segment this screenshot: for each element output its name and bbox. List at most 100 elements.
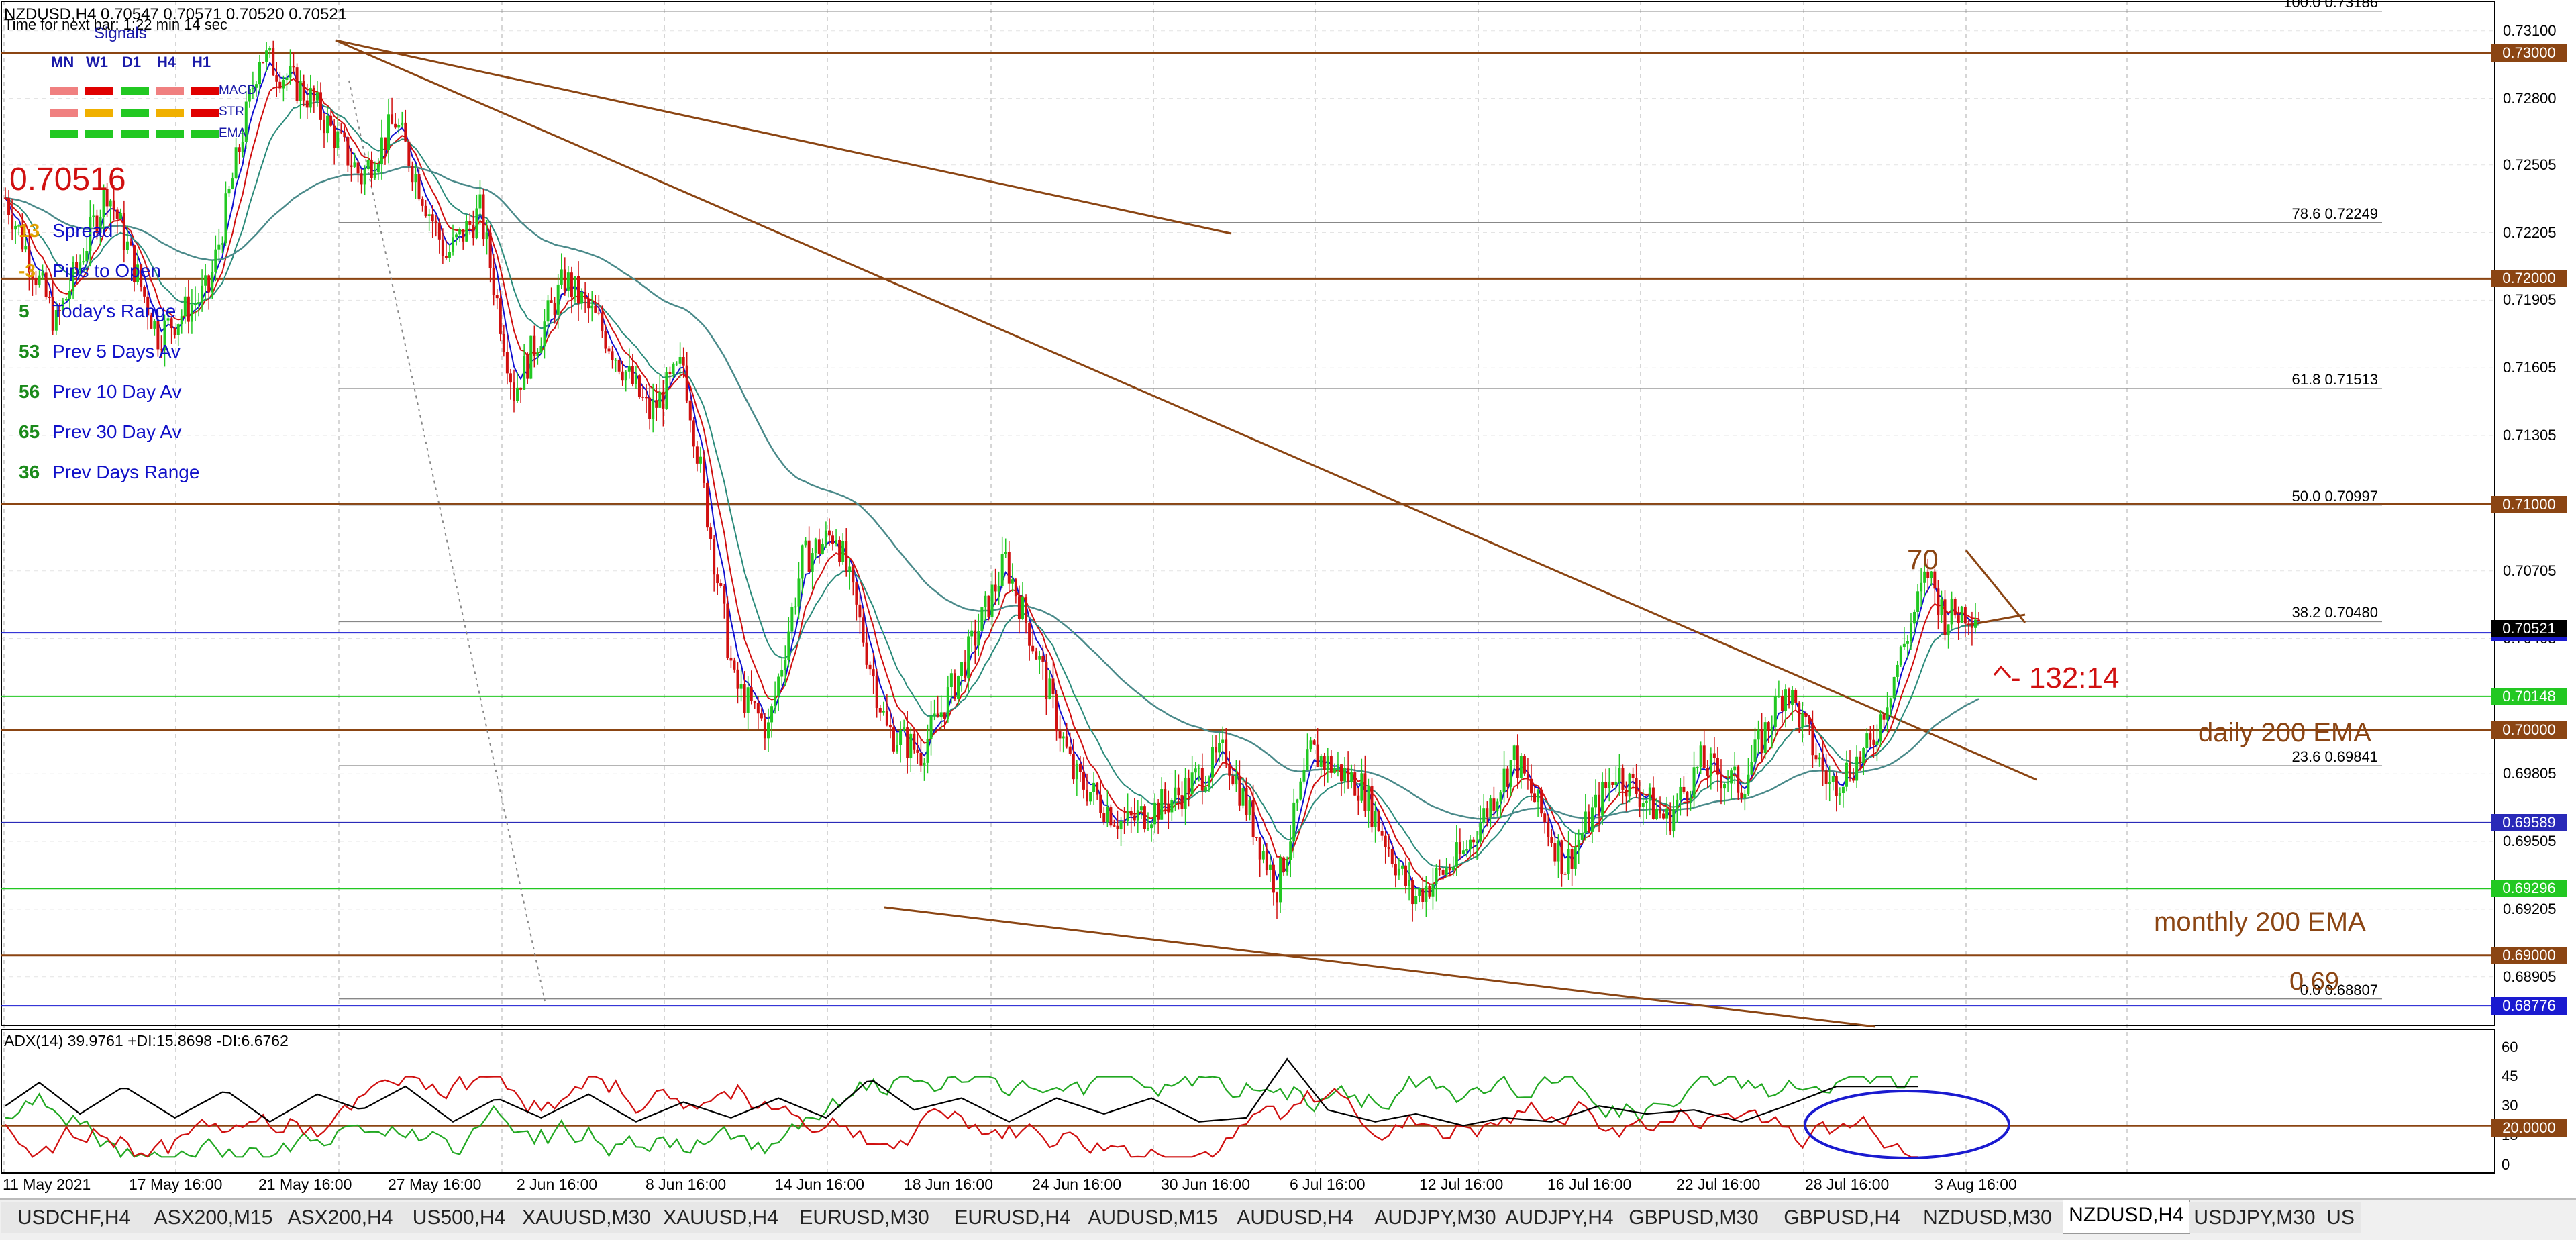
- candle-body: [1215, 747, 1218, 753]
- candle-body: [1051, 678, 1055, 694]
- candle-body: [794, 606, 797, 608]
- candle-body: [414, 174, 417, 183]
- tab-audjpy-h4[interactable]: AUDJPY,H4: [1503, 1202, 1616, 1233]
- candle-body: [353, 162, 356, 167]
- tab-us[interactable]: US: [2320, 1202, 2361, 1233]
- tab-usdjpy-m30[interactable]: USDJPY,M30: [2189, 1202, 2321, 1233]
- candle-body: [1377, 811, 1380, 831]
- candle-body: [994, 584, 997, 592]
- tab-audjpy-m30[interactable]: AUDJPY,M30: [1368, 1202, 1504, 1233]
- candle-body: [417, 174, 421, 199]
- tab-asx200-h4[interactable]: ASX200,H4: [280, 1202, 401, 1233]
- candle-body: [797, 578, 801, 607]
- price-tick: 0.73100: [2503, 21, 2557, 39]
- tab-usdchf-h4[interactable]: USDCHF,H4: [1, 1202, 147, 1233]
- tab-eurusd-h4[interactable]: EURUSD,H4: [942, 1202, 1084, 1233]
- candle-body: [309, 87, 312, 108]
- candle-body: [462, 229, 465, 242]
- candle-body: [1699, 745, 1702, 767]
- candle-body: [577, 276, 580, 304]
- candle-body: [713, 539, 716, 575]
- candle-body: [563, 269, 566, 291]
- candle-body: [458, 229, 462, 235]
- candle-body: [373, 172, 376, 178]
- candle-body: [1336, 764, 1339, 769]
- candle-body: [238, 147, 241, 152]
- candle-body: [1852, 777, 1855, 781]
- candle-body: [211, 272, 214, 293]
- candle-body: [746, 687, 750, 713]
- candle-body: [974, 630, 977, 646]
- candle-body: [1360, 773, 1363, 801]
- candle-body: [1957, 615, 1960, 623]
- candle-body: [407, 141, 411, 166]
- tab-nzdusd-h4[interactable]: NZDUSD,H4: [2063, 1200, 2190, 1234]
- candle-body: [560, 269, 563, 285]
- candle-body: [1319, 756, 1323, 767]
- candle-body: [231, 178, 234, 189]
- candle-body: [1113, 825, 1116, 827]
- signal-cell: [85, 87, 113, 95]
- candle-body: [909, 733, 913, 758]
- candle-body: [519, 387, 523, 390]
- candle-body: [265, 50, 268, 62]
- fib-label: 23.6 0.69841: [2291, 748, 2378, 766]
- candle-body: [923, 762, 926, 766]
- candle-body: [224, 193, 227, 244]
- candle-body: [1859, 756, 1862, 763]
- tab-gbpusd-h4[interactable]: GBPUSD,H4: [1771, 1202, 1913, 1233]
- candle-body: [1387, 847, 1390, 849]
- candle-body: [726, 603, 729, 658]
- candle-body: [163, 320, 166, 350]
- candle-body: [133, 245, 136, 282]
- candle-body: [383, 137, 387, 150]
- tab-us500-h4[interactable]: US500,H4: [400, 1202, 519, 1233]
- candle-body: [397, 125, 401, 128]
- candle-body: [1347, 768, 1350, 782]
- candle-body: [1550, 837, 1553, 843]
- candle-body: [706, 482, 709, 528]
- candle-body: [943, 712, 946, 719]
- candle-body: [1268, 864, 1272, 870]
- candle-body: [1438, 868, 1441, 870]
- candle-body: [1231, 775, 1235, 785]
- candle-body: [1831, 776, 1835, 782]
- candle-body: [156, 321, 160, 350]
- candle-body: [546, 300, 550, 322]
- candle-body: [899, 730, 903, 745]
- tab-eurusd-m30[interactable]: EURUSD,M30: [786, 1202, 943, 1233]
- time-label: 22 Jul 16:00: [1676, 1176, 1761, 1193]
- tab-nzdusd-m30[interactable]: NZDUSD,M30: [1912, 1202, 2063, 1233]
- trend-line-0: [335, 39, 1232, 235]
- candle-body: [34, 278, 38, 285]
- candle-body: [1753, 739, 1757, 762]
- level-box: 0.69000: [2491, 946, 2567, 964]
- candle-body: [984, 595, 987, 608]
- candle-body: [892, 727, 895, 752]
- candle-body: [1855, 756, 1859, 781]
- candle-body: [709, 527, 713, 539]
- tab-gbpusd-m30[interactable]: GBPUSD,M30: [1616, 1202, 1772, 1233]
- time-label: 16 Jul 16:00: [1547, 1176, 1632, 1193]
- candle-body: [946, 687, 949, 719]
- candle-body: [14, 225, 17, 230]
- candle-body: [1824, 770, 1828, 784]
- candle-body: [1512, 745, 1516, 761]
- candle-body: [1757, 729, 1760, 740]
- candle-body: [319, 92, 322, 120]
- tab-audusd-m15[interactable]: AUDUSD,M15: [1083, 1202, 1223, 1233]
- tab-asx200-m15[interactable]: ASX200,M15: [146, 1202, 281, 1233]
- candle-body: [244, 101, 248, 142]
- tab-xauusd-h4[interactable]: XAUUSD,H4: [655, 1202, 787, 1233]
- tab-xauusd-m30[interactable]: XAUUSD,M30: [518, 1202, 656, 1233]
- candle-body: [780, 670, 784, 677]
- tab-audusd-h4[interactable]: AUDUSD,H4: [1223, 1202, 1368, 1233]
- candle-body: [1923, 571, 1926, 583]
- candle-body: [1906, 641, 1909, 644]
- candle-body: [1035, 651, 1038, 660]
- candle-body: [1933, 571, 1937, 589]
- candle-body: [1645, 800, 1648, 803]
- candle-body: [1000, 554, 1004, 586]
- candle-body: [1662, 813, 1665, 819]
- candle-body: [658, 391, 662, 408]
